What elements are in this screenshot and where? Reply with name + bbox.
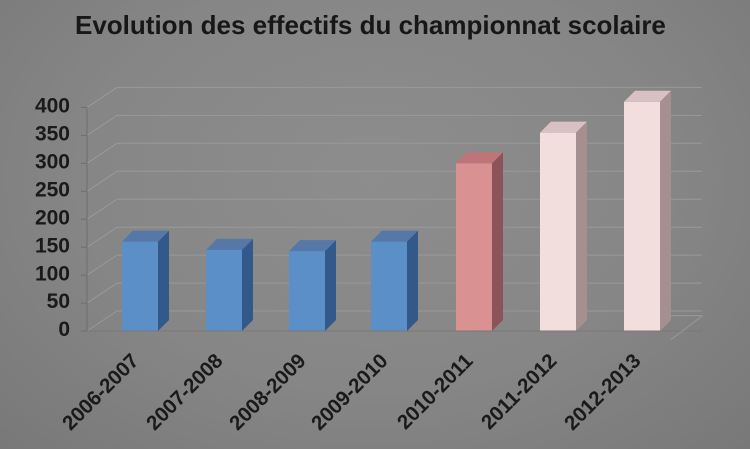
svg-text:2007-2008: 2007-2008	[142, 349, 228, 435]
svg-text:2012-2013: 2012-2013	[560, 349, 646, 435]
svg-text:250: 250	[35, 179, 70, 202]
svg-text:300: 300	[35, 151, 70, 174]
svg-text:350: 350	[35, 123, 70, 146]
svg-text:2006-2007: 2006-2007	[58, 349, 144, 435]
svg-text:400: 400	[35, 95, 70, 118]
svg-text:2009-2010: 2009-2010	[307, 349, 393, 435]
svg-text:100: 100	[35, 262, 70, 285]
svg-text:2010-2011: 2010-2011	[393, 349, 478, 434]
svg-text:50: 50	[47, 290, 70, 313]
svg-text:150: 150	[35, 234, 70, 257]
svg-text:0: 0	[58, 318, 70, 341]
svg-text:2011-2012: 2011-2012	[477, 349, 562, 434]
svg-text:2008-2009: 2008-2009	[225, 349, 311, 435]
svg-text:200: 200	[35, 206, 70, 229]
